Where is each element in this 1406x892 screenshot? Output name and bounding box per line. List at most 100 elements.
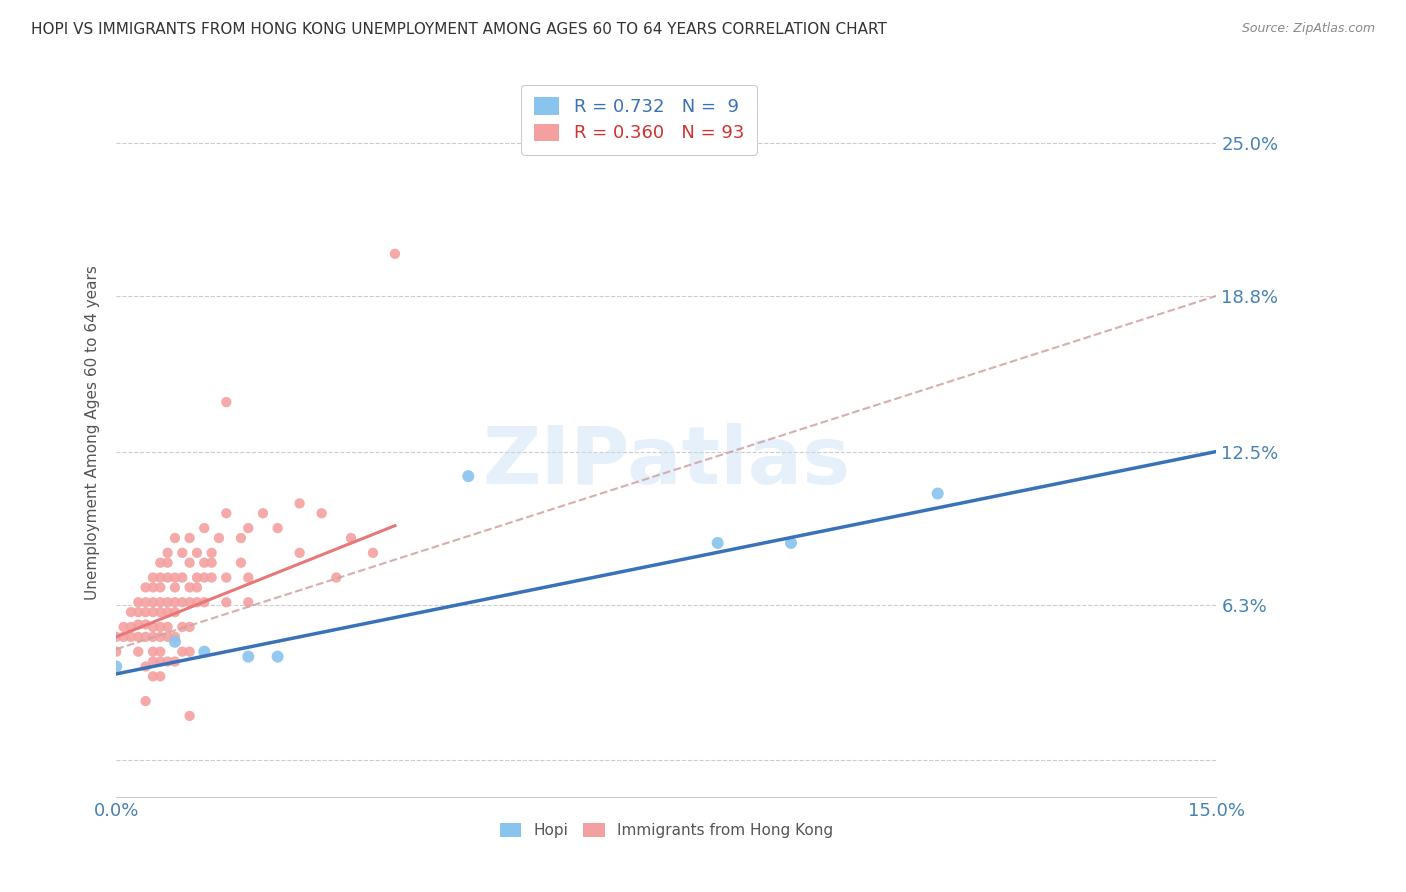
Point [127, 595, 149, 609]
Point [163, 595, 186, 609]
Point [215, 506, 238, 520]
Point [252, 506, 274, 520]
Point [179, 595, 201, 609]
Point [112, 620, 135, 634]
Point [142, 595, 165, 609]
Legend: Hopi, Immigrants from Hong Kong: Hopi, Immigrants from Hong Kong [494, 817, 839, 845]
Point [156, 556, 179, 570]
Point [149, 595, 172, 609]
Point [127, 617, 149, 632]
Point [193, 556, 215, 570]
Point [135, 630, 157, 644]
Point [120, 630, 142, 644]
Point [163, 630, 186, 644]
Point [186, 595, 208, 609]
Point [149, 605, 172, 619]
Point [215, 595, 238, 609]
Point [172, 595, 194, 609]
Point [361, 546, 384, 560]
Point [135, 659, 157, 673]
Point [156, 546, 179, 560]
Point [135, 595, 157, 609]
Point [179, 709, 201, 723]
Point [163, 655, 186, 669]
Point [127, 645, 149, 659]
Point [172, 645, 194, 659]
Text: ZIPatlas: ZIPatlas [482, 423, 851, 501]
Point [179, 531, 201, 545]
Point [149, 655, 172, 669]
Point [127, 605, 149, 619]
Point [288, 546, 311, 560]
Point [120, 620, 142, 634]
Y-axis label: Unemployment Among Ages 60 to 64 years: Unemployment Among Ages 60 to 64 years [86, 266, 100, 600]
Point [927, 486, 949, 500]
Point [149, 630, 172, 644]
Point [156, 630, 179, 644]
Point [142, 605, 165, 619]
Point [142, 669, 165, 683]
Point [105, 645, 128, 659]
Point [238, 570, 260, 584]
Point [142, 581, 165, 595]
Point [149, 556, 172, 570]
Point [340, 531, 363, 545]
Point [706, 536, 728, 550]
Point [179, 620, 201, 634]
Point [288, 496, 311, 510]
Point [186, 581, 208, 595]
Point [172, 546, 194, 560]
Point [127, 630, 149, 644]
Point [238, 595, 260, 609]
Point [215, 395, 238, 409]
Point [163, 531, 186, 545]
Point [172, 620, 194, 634]
Point [201, 556, 224, 570]
Point [208, 531, 231, 545]
Point [457, 469, 479, 483]
Point [120, 605, 142, 619]
Point [172, 570, 194, 584]
Point [215, 570, 238, 584]
Point [193, 521, 215, 535]
Point [780, 536, 803, 550]
Point [193, 595, 215, 609]
Text: Source: ZipAtlas.com: Source: ZipAtlas.com [1241, 22, 1375, 36]
Point [163, 581, 186, 595]
Point [142, 655, 165, 669]
Point [238, 521, 260, 535]
Point [149, 669, 172, 683]
Point [179, 645, 201, 659]
Point [135, 605, 157, 619]
Text: HOPI VS IMMIGRANTS FROM HONG KONG UNEMPLOYMENT AMONG AGES 60 TO 64 YEARS CORRELA: HOPI VS IMMIGRANTS FROM HONG KONG UNEMPL… [31, 22, 887, 37]
Point [179, 556, 201, 570]
Point [186, 570, 208, 584]
Point [142, 620, 165, 634]
Point [105, 630, 128, 644]
Point [266, 649, 288, 664]
Point [135, 694, 157, 708]
Point [163, 605, 186, 619]
Point [311, 506, 333, 520]
Point [156, 570, 179, 584]
Point [266, 521, 288, 535]
Point [193, 570, 215, 584]
Point [156, 655, 179, 669]
Point [229, 531, 252, 545]
Point [149, 645, 172, 659]
Point [105, 659, 128, 673]
Point [201, 546, 224, 560]
Point [156, 620, 179, 634]
Point [186, 546, 208, 560]
Point [142, 570, 165, 584]
Point [149, 620, 172, 634]
Point [112, 630, 135, 644]
Point [135, 581, 157, 595]
Point [384, 247, 406, 261]
Point [325, 570, 347, 584]
Point [156, 595, 179, 609]
Point [238, 649, 260, 664]
Point [142, 645, 165, 659]
Point [156, 605, 179, 619]
Point [229, 556, 252, 570]
